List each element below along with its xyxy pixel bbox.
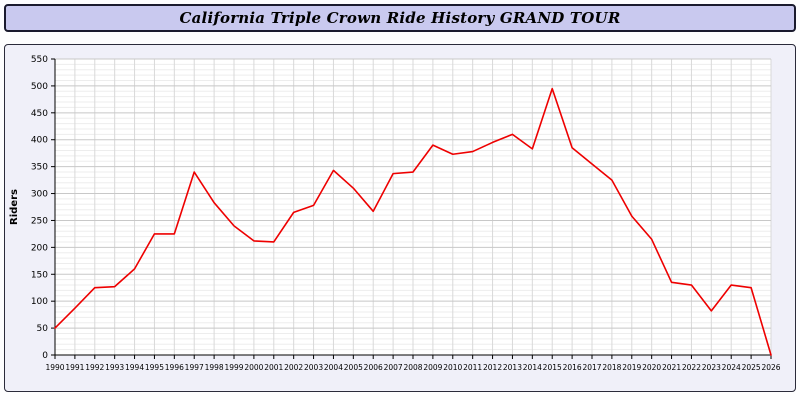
chart-container: 0 50 100 150 200 250 300 350 400 450 500 550 1990 199… xyxy=(4,44,796,392)
x-tick-label: 1994 xyxy=(125,363,144,372)
y-tick-label: 400 xyxy=(31,136,48,146)
x-tick-label: 2026 xyxy=(761,363,780,372)
x-tick-label: 2017 xyxy=(582,363,601,372)
x-tick-label: 2015 xyxy=(543,363,562,372)
x-tick-label: 1991 xyxy=(65,363,84,372)
y-tick-label: 150 xyxy=(31,270,48,280)
chart-title: California Triple Crown Ride History GRA… xyxy=(179,9,621,27)
x-tick-label: 2002 xyxy=(284,363,303,372)
y-tick-label: 250 xyxy=(31,216,48,226)
title-bar: California Triple Crown Ride History GRA… xyxy=(4,4,796,32)
x-tick-label: 2006 xyxy=(364,363,383,372)
x-tick-label: 2001 xyxy=(264,363,283,372)
y-tick-label: 450 xyxy=(31,109,48,119)
x-tick-label: 2023 xyxy=(702,363,721,372)
y-tick-label: 50 xyxy=(37,324,49,334)
y-tick-label: 100 xyxy=(31,297,48,307)
x-tick-label: 2012 xyxy=(483,363,502,372)
x-tick-label: 1996 xyxy=(165,363,184,372)
x-tick-label: 2003 xyxy=(304,363,323,372)
x-tick-label: 2007 xyxy=(384,363,403,372)
x-tick-label: 2008 xyxy=(403,363,422,372)
y-tick-label: 550 xyxy=(31,55,48,65)
x-tick-label: 2011 xyxy=(463,363,482,372)
x-tick-label: 1997 xyxy=(185,363,204,372)
x-tick-label: 1992 xyxy=(85,363,104,372)
y-tick-label: 300 xyxy=(31,190,48,200)
x-tick-label: 2024 xyxy=(722,363,741,372)
x-tick-label: 1998 xyxy=(205,363,224,372)
x-tick-label: 2021 xyxy=(662,363,681,372)
x-tick-label: 2004 xyxy=(324,363,343,372)
x-tick-label: 1999 xyxy=(224,363,243,372)
x-tick-label: 2020 xyxy=(642,363,661,372)
x-tick-label: 2022 xyxy=(682,363,701,372)
x-tick-label: 2016 xyxy=(563,363,582,372)
x-tick-label: 2025 xyxy=(742,363,761,372)
x-tick-label: 2013 xyxy=(503,363,522,372)
data-line-riders xyxy=(54,87,772,356)
x-tick-label: 2010 xyxy=(443,363,462,372)
x-tick-label: 2009 xyxy=(423,363,442,372)
y-tick-label: 0 xyxy=(42,351,48,361)
y-tick-label: 350 xyxy=(31,163,48,173)
x-tick-label: 2019 xyxy=(622,363,641,372)
x-tick-label: 2018 xyxy=(602,363,621,372)
y-axis-title: Riders xyxy=(9,189,20,225)
y-tick-label: 500 xyxy=(31,82,48,92)
x-tick-label: 2005 xyxy=(344,363,363,372)
x-tick-label: 1993 xyxy=(105,363,124,372)
x-tick-label: 1990 xyxy=(45,363,64,372)
y-tick-label: 200 xyxy=(31,243,48,253)
x-tick-label: 2000 xyxy=(244,363,263,372)
x-tick-label: 1995 xyxy=(145,363,164,372)
x-tick-label: 2014 xyxy=(523,363,542,372)
